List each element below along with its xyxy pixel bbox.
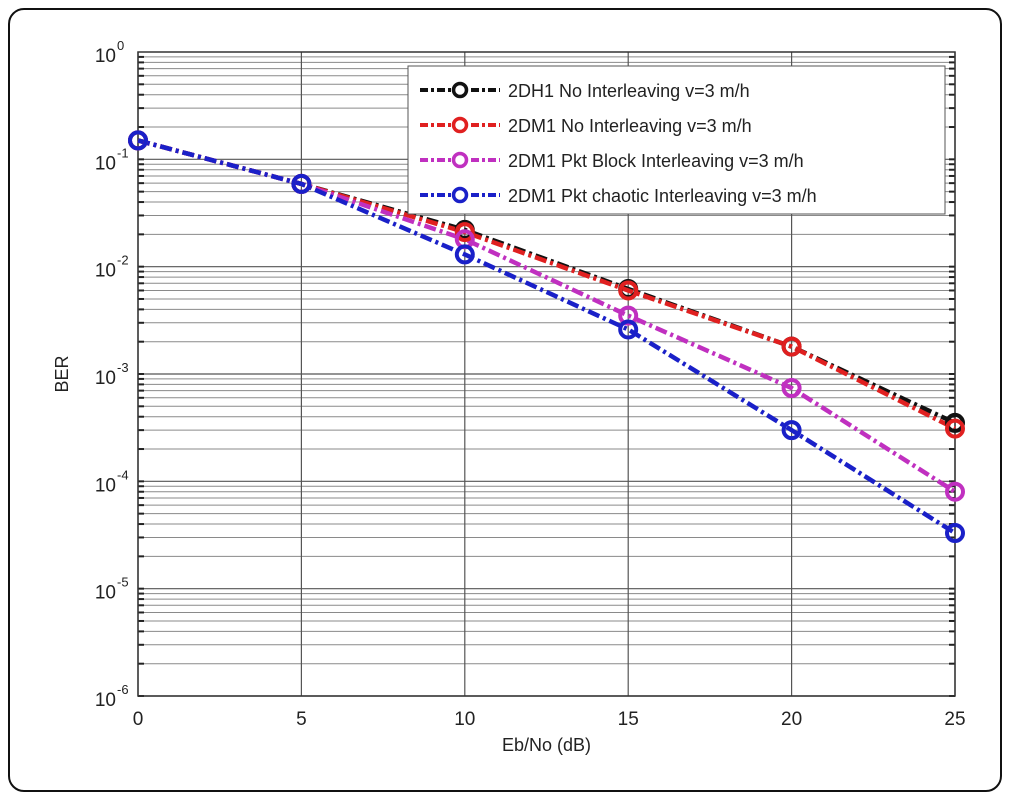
legend: 2DH1 No Interleaving v=3 m/h 2DM1 No Inte… bbox=[407, 65, 946, 215]
legend-marker bbox=[451, 81, 469, 99]
legend-marker bbox=[451, 116, 469, 134]
legend-marker bbox=[451, 151, 469, 169]
y-tick-exponent: -5 bbox=[117, 575, 129, 590]
legend-box bbox=[407, 65, 946, 215]
data-point bbox=[781, 378, 802, 399]
y-tick-label: 10 bbox=[95, 475, 116, 496]
y-tick-label: 10 bbox=[95, 583, 116, 604]
data-point bbox=[618, 319, 639, 340]
x-tick-label: 15 bbox=[618, 709, 639, 730]
y-tick-exponent: -2 bbox=[117, 253, 129, 268]
data-point bbox=[945, 523, 965, 544]
x-tick-label: 0 bbox=[133, 709, 144, 730]
data-point bbox=[781, 420, 802, 441]
y-tick-exponent: -3 bbox=[117, 360, 129, 375]
series-layer bbox=[128, 130, 965, 544]
legend-label: 2DH1 No Interleaving v=3 m/h bbox=[508, 81, 750, 101]
legend-label: 2DM1 Pkt chaotic Interleaving v=3 m/h bbox=[508, 186, 817, 206]
series-line bbox=[137, 138, 957, 535]
data-point bbox=[454, 222, 475, 243]
y-tick-label: 10 bbox=[95, 368, 116, 389]
y-axis-label: BER bbox=[52, 355, 72, 392]
x-tick-label: 25 bbox=[944, 709, 965, 730]
data-point bbox=[618, 305, 639, 326]
y-tick-exponent: 0 bbox=[117, 38, 124, 53]
y-tick-label: 10 bbox=[95, 690, 116, 711]
y-tick-exponent: -1 bbox=[117, 145, 129, 160]
x-tick-label: 5 bbox=[296, 709, 307, 730]
x-tick-label: 20 bbox=[781, 709, 802, 730]
y-tick-label: 10 bbox=[95, 46, 116, 67]
x-axis-label: Eb/No (dB) bbox=[502, 735, 591, 755]
legend-label: 2DM1 Pkt Block Interleaving v=3 m/h bbox=[508, 151, 804, 171]
axes-box bbox=[137, 51, 956, 697]
y-tick-exponent: -6 bbox=[117, 682, 129, 697]
legend-marker bbox=[451, 186, 469, 204]
y-tick-label: 10 bbox=[95, 153, 116, 174]
data-point bbox=[291, 173, 312, 194]
data-point bbox=[454, 244, 475, 265]
y-tick-label: 10 bbox=[95, 261, 116, 282]
data-point bbox=[945, 418, 965, 439]
x-ticks: 0 5 10 15 20 25 bbox=[133, 709, 966, 730]
data-point bbox=[945, 481, 965, 502]
data-point bbox=[128, 130, 148, 151]
data-point bbox=[781, 336, 802, 357]
x-tick-label: 10 bbox=[454, 709, 475, 730]
data-point bbox=[618, 280, 639, 301]
legend-label: 2DM1 No Interleaving v=3 m/h bbox=[508, 116, 752, 136]
y-tick-exponent: -4 bbox=[117, 467, 129, 482]
